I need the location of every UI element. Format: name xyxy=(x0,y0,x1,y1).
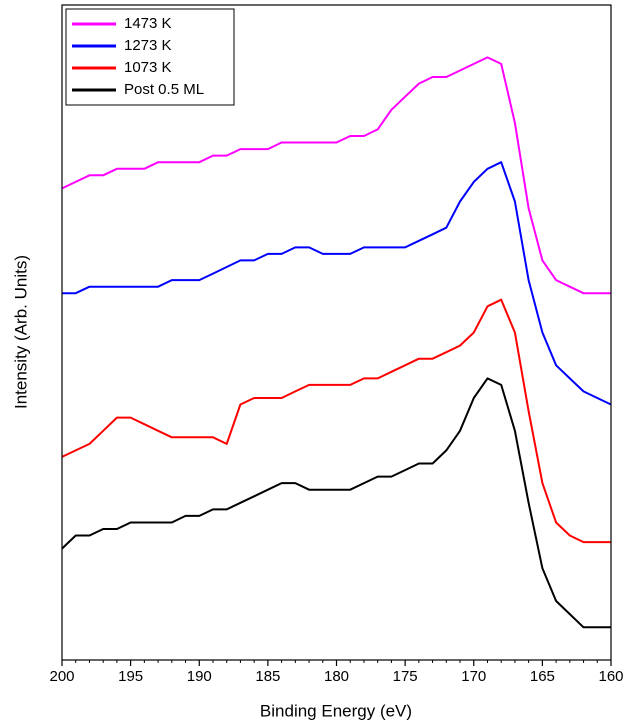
x-tick-label: 160 xyxy=(598,668,623,685)
x-tick-label: 165 xyxy=(530,668,555,685)
x-tick-label: 190 xyxy=(187,668,212,685)
series-line xyxy=(61,56,611,295)
legend-label: Post 0.5 ML xyxy=(124,81,204,98)
x-tick-label: 175 xyxy=(393,668,418,685)
legend-label: 1473 K xyxy=(124,15,172,32)
legend-label: 1073 K xyxy=(124,59,172,76)
x-tick-label: 170 xyxy=(461,668,486,685)
x-tick-label: 180 xyxy=(324,668,349,685)
x-tick-label: 185 xyxy=(255,668,280,685)
series-line xyxy=(61,298,611,544)
x-axis-title: Binding Energy (eV) xyxy=(260,701,412,720)
x-tick-label: 195 xyxy=(118,668,143,685)
y-axis-title: Intensity (Arb. Units) xyxy=(11,255,30,409)
series-line xyxy=(62,161,612,406)
x-tick-label: 200 xyxy=(49,668,74,685)
series-line xyxy=(61,377,611,629)
legend-label: 1273 K xyxy=(124,37,172,54)
